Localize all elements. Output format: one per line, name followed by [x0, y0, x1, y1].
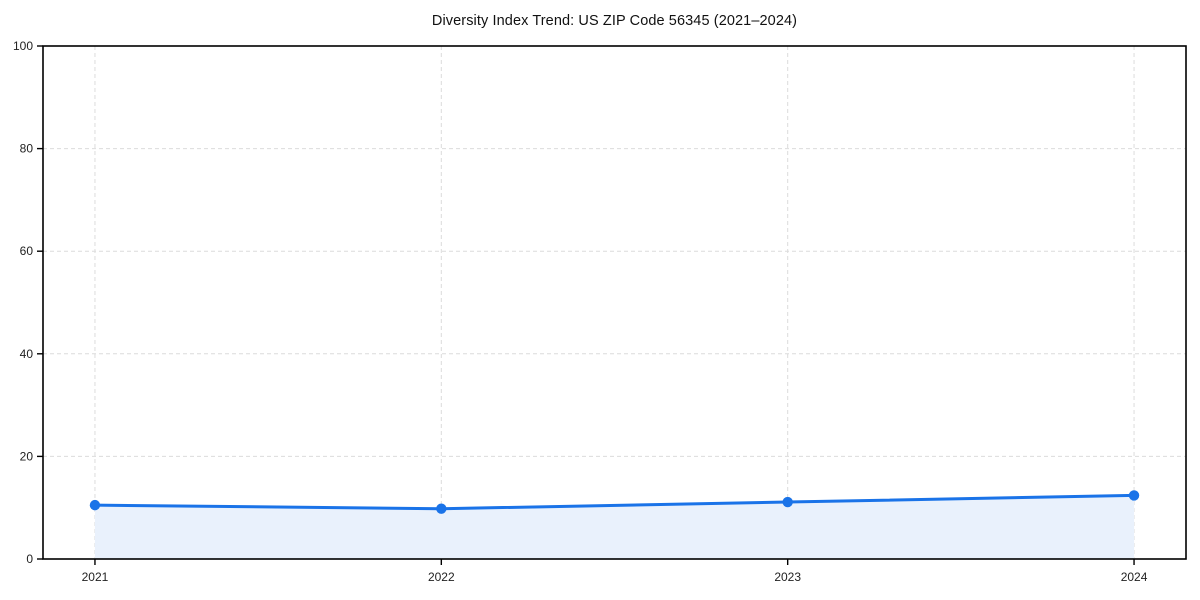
plot-border	[42, 45, 1187, 560]
data-point-marker	[436, 503, 447, 514]
y-tick-label: 80	[20, 142, 34, 156]
x-tick-label: 2022	[428, 570, 455, 584]
data-point-marker	[89, 499, 101, 511]
x-tick-label: 2021	[82, 570, 109, 584]
x-tick-label: 2023	[774, 570, 801, 584]
y-tick-label: 0	[26, 552, 33, 566]
area-fill	[94, 495, 1135, 559]
y-tick-label: 100	[13, 39, 33, 53]
data-point-marker	[1128, 490, 1140, 501]
data-point-marker	[782, 496, 793, 508]
y-tick-label: 60	[20, 244, 34, 258]
trend-line	[93, 493, 1136, 511]
x-tick-label: 2024	[1121, 570, 1148, 584]
y-tick-label: 20	[20, 449, 34, 463]
chart-title: Diversity Index Trend: US ZIP Code 56345…	[431, 13, 798, 29]
y-tick-label: 40	[20, 347, 34, 361]
